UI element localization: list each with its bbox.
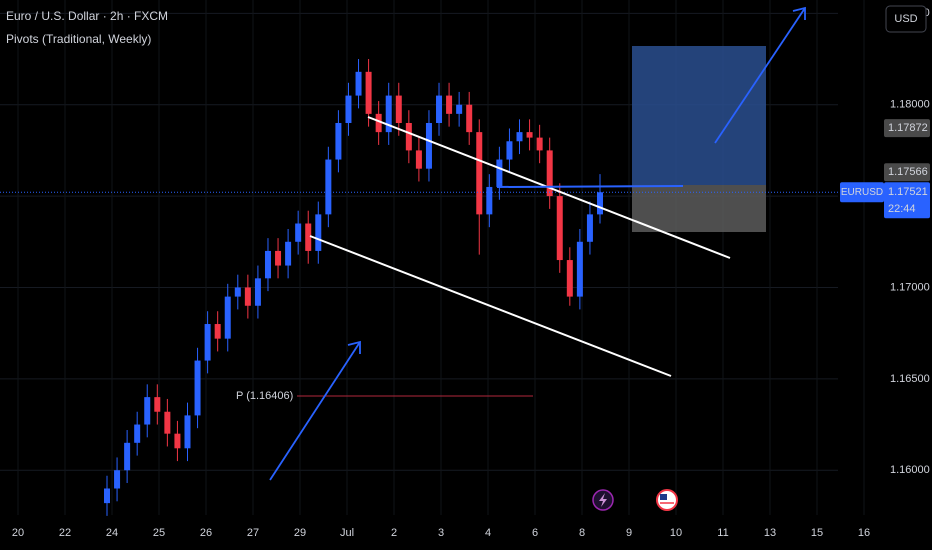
x-tick-label: 6 — [532, 527, 538, 539]
candle-body — [154, 397, 161, 412]
price-tag-label: 1.17566 — [888, 166, 928, 178]
x-tick-label: 20 — [12, 527, 24, 539]
position-stop[interactable] — [632, 185, 766, 232]
x-tick-label: 13 — [764, 527, 776, 539]
currency-button[interactable] — [885, 5, 927, 33]
candle-body — [325, 159, 332, 215]
candle-body — [395, 95, 402, 123]
candle-body — [335, 122, 342, 160]
candle-body — [375, 113, 382, 133]
candle-body — [476, 132, 483, 215]
candle-body — [244, 287, 251, 306]
currency-label: USD — [894, 13, 917, 25]
channel-lower[interactable] — [309, 235, 672, 377]
candle-body — [436, 95, 443, 123]
candle-body — [597, 192, 603, 215]
pivot-label: P (1.16406) — [236, 390, 293, 402]
candle-body — [224, 296, 231, 339]
y-tick-label: 1.16000 — [890, 464, 930, 476]
price-tag-label: 1.17872 — [888, 122, 928, 134]
symbol-tag-label: EURUSD — [841, 187, 883, 198]
x-tick-label: 15 — [811, 527, 823, 539]
candle-body — [345, 95, 352, 123]
candle-body — [174, 433, 181, 449]
candle-body — [184, 415, 191, 449]
candle-body — [305, 223, 312, 251]
candle-body — [355, 71, 362, 96]
candle-body — [546, 150, 553, 197]
candle-body — [536, 137, 543, 151]
candle-body — [234, 287, 241, 297]
x-tick-label: 9 — [626, 527, 632, 539]
candle-body — [365, 71, 372, 114]
candle-body — [104, 488, 110, 504]
candle-body — [214, 324, 221, 339]
symbol-title: Euro / U.S. Dollar · 2h · FXCM — [6, 9, 168, 23]
candle-body — [285, 241, 292, 266]
candle-body — [295, 223, 302, 242]
candle-body — [204, 324, 211, 361]
candle-body — [144, 397, 151, 425]
x-tick-label: Jul — [340, 527, 354, 539]
candle-body — [566, 260, 573, 297]
candle-body — [526, 132, 533, 138]
candle-body — [446, 95, 453, 114]
y-tick-label: 1.18000 — [890, 99, 930, 111]
candle-body — [486, 186, 493, 215]
x-tick-label: 26 — [200, 527, 212, 539]
x-tick-label: 24 — [106, 527, 118, 539]
candle-body — [405, 122, 412, 151]
candle-body — [516, 132, 523, 142]
candle-body — [586, 214, 593, 242]
x-tick-label: 8 — [579, 527, 585, 539]
symbol-tag — [840, 182, 884, 203]
x-tick-label: 3 — [438, 527, 444, 539]
x-tick-label: 2 — [391, 527, 397, 539]
candle-body — [466, 104, 473, 133]
x-tick-label: 22 — [59, 527, 71, 539]
x-tick-label: 29 — [294, 527, 306, 539]
candle-body — [496, 159, 503, 187]
x-tick-label: 25 — [153, 527, 165, 539]
event-icons[interactable] — [592, 489, 678, 511]
x-tick-label: 10 — [670, 527, 682, 539]
horizontal-line[interactable] — [496, 185, 684, 188]
indicator-title: Pivots (Traditional, Weekly) — [6, 32, 151, 46]
x-tick-label: 11 — [717, 527, 728, 539]
candle-body — [194, 360, 201, 416]
y-tick-label: 1.17000 — [890, 281, 930, 293]
candle-body — [254, 278, 261, 306]
arrow[interactable] — [269, 6, 806, 481]
position-target[interactable] — [632, 46, 766, 185]
y-tick-label: 1.16500 — [890, 373, 930, 385]
candle-body — [556, 196, 563, 261]
x-tick-label: 4 — [485, 527, 491, 539]
candle-body — [576, 241, 583, 297]
candle-body — [506, 141, 513, 160]
price-tag — [884, 119, 930, 138]
candle-body — [275, 250, 282, 266]
candle-body — [264, 250, 271, 279]
candle-body — [134, 424, 141, 443]
candle-body — [124, 442, 131, 471]
x-tick-label: 27 — [247, 527, 259, 539]
candle-body — [315, 214, 322, 251]
candle-body — [456, 104, 463, 114]
price-tag — [884, 182, 930, 219]
price-tag — [884, 163, 930, 182]
countdown: 22:44 — [888, 203, 916, 215]
price-tag-label: 1.17521 — [888, 186, 928, 198]
candle-body — [425, 122, 432, 169]
candle-body — [164, 411, 171, 434]
x-tick-label: 16 — [858, 527, 870, 539]
candle-body — [114, 470, 121, 489]
candle-body — [385, 95, 392, 133]
candle-body — [415, 150, 422, 169]
